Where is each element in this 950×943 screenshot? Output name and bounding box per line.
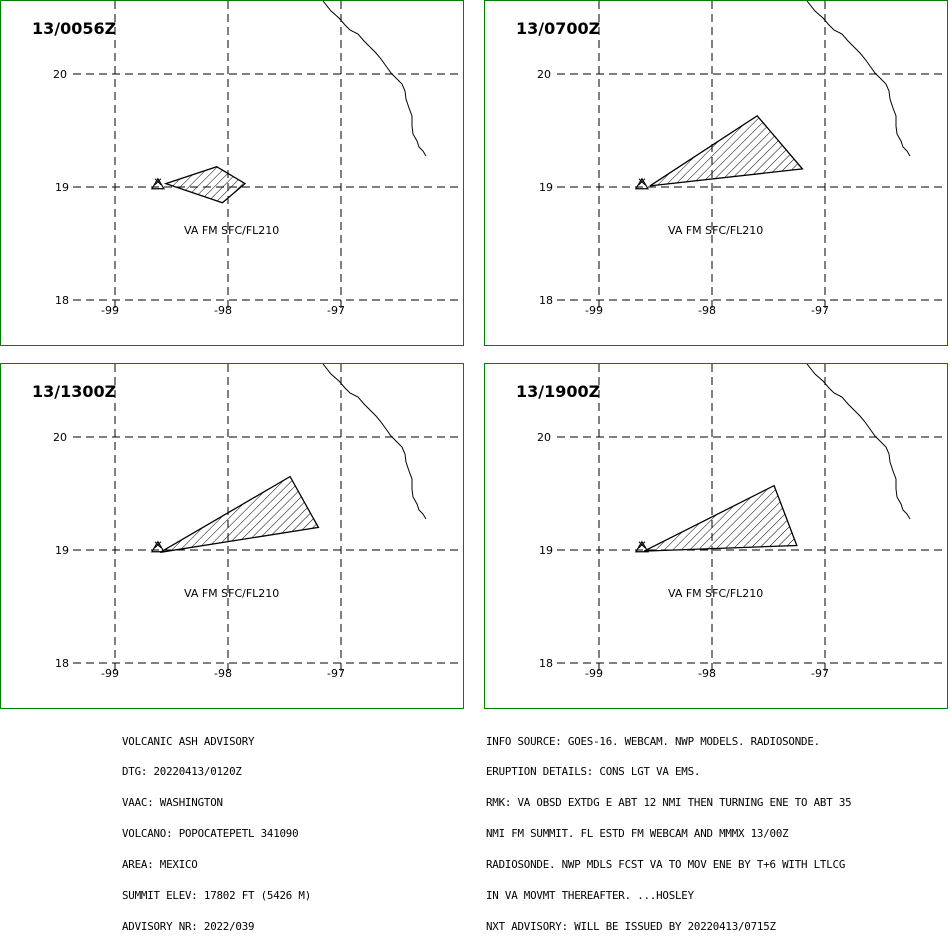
lat-tick-20: 20 [53,68,67,81]
advisory-eruption-details: ERUPTION DETAILS: CONS LGT VA EMS. [486,765,701,779]
advisory-details-text: INFO SOURCE: GOES-16. WEBCAM. NWP MODELS… [486,716,852,943]
lat-tick-18: 18 [539,294,553,307]
lon-tick-98: -98 [214,667,232,680]
advisory-info-source: INFO SOURCE: GOES-16. WEBCAM. NWP MODELS… [486,734,820,748]
lon-tick-98: -98 [214,304,232,317]
lat-tick-19: 19 [539,544,553,557]
advisory-header-text: VOLCANIC ASH ADVISORY DTG: 20220413/0120… [122,716,311,943]
panel-time-label: 13/1900Z [516,382,601,401]
volcano-cross-icon [638,541,646,549]
lon-tick-99: -99 [101,304,119,317]
forecast-panel-3: 13/1300Z 20 19 18 -99 -98 -97 VA FM SFC/… [0,363,464,709]
panel-time-label: 13/0700Z [516,19,601,38]
forecast-panel-4: 13/1900Z 20 19 18 -99 -98 -97 VA FM SFC/… [484,363,948,709]
ash-cloud-polygon [163,165,247,204]
lon-tick-97: -97 [327,304,345,317]
advisory-dtg: DTG: 20220413/0120Z [122,765,242,779]
lon-tick-99: -99 [585,667,603,680]
volcano-cross-icon [154,178,162,186]
advisory-remark-1: RMK: VA OBSD EXTDG E ABT 12 NMI THEN TUR… [486,796,852,810]
lat-tick-19: 19 [55,181,69,194]
ash-cloud-polygon [643,484,798,552]
forecast-panel-2: 13/0700Z 20 19 18 -99 -98 -97 VA FM SFC/… [484,0,948,346]
volcano-triangle-icon [150,540,165,553]
lat-tick-18: 18 [55,294,69,307]
coastline [806,364,911,520]
advisory-next: NXT ADVISORY: WILL BE ISSUED BY 20220413… [486,919,776,933]
volcano-triangle-icon [634,540,649,553]
lon-tick-97: -97 [327,667,345,680]
level-label: VA FM SFC/FL210 [668,587,764,600]
advisory-remark-3: RADIOSONDE. NWP MDLS FCST VA TO MOV ENE … [486,858,846,872]
lat-tick-19: 19 [539,181,553,194]
ash-cloud-polygon [649,114,804,187]
coastline [322,1,427,157]
lon-tick-98: -98 [698,304,716,317]
advisory-remark-2: NMI FM SUMMIT. FL ESTD FM WEBCAM AND MMM… [486,827,789,841]
coastline [322,364,427,520]
level-label: VA FM SFC/FL210 [184,587,280,600]
lat-tick-18: 18 [55,657,69,670]
level-label: VA FM SFC/FL210 [184,224,280,237]
advisory-remark-4: IN VA MOVMT THEREAFTER. ...HOSLEY [486,889,694,903]
volcano-triangle-icon [150,177,165,190]
panel-time-label: 13/0056Z [32,19,117,38]
advisory-number: ADVISORY NR: 2022/039 [122,919,255,933]
map-svg [557,1,947,311]
advisory-volcano: VOLCANO: POPOCATEPETL 341090 [122,827,299,841]
map-svg [73,364,463,674]
lon-tick-99: -99 [585,304,603,317]
lat-tick-20: 20 [537,68,551,81]
panel-time-label: 13/1300Z [32,382,117,401]
coastline [806,1,911,157]
lon-tick-97: -97 [811,304,829,317]
lat-tick-20: 20 [53,431,67,444]
lon-tick-98: -98 [698,667,716,680]
volcano-cross-icon [154,541,162,549]
map-svg [557,364,947,674]
advisory-vaac: VAAC: WASHINGTON [122,796,223,810]
lat-tick-20: 20 [537,431,551,444]
forecast-panel-1: 13/0056Z 20 19 18 -99 -98 -97 VA FM SFC/… [0,0,464,346]
lat-tick-18: 18 [539,657,553,670]
advisory-area: AREA: MEXICO [122,858,198,872]
lat-tick-19: 19 [55,544,69,557]
volcano-cross-icon [638,178,646,186]
lon-tick-97: -97 [811,667,829,680]
advisory-title: VOLCANIC ASH ADVISORY [122,734,255,748]
lon-tick-99: -99 [101,667,119,680]
advisory-summit-elev: SUMMIT ELEV: 17802 FT (5426 M) [122,889,312,903]
map-svg [73,1,463,311]
ash-cloud-polygon [159,475,320,553]
volcano-triangle-icon [634,177,649,190]
level-label: VA FM SFC/FL210 [668,224,764,237]
